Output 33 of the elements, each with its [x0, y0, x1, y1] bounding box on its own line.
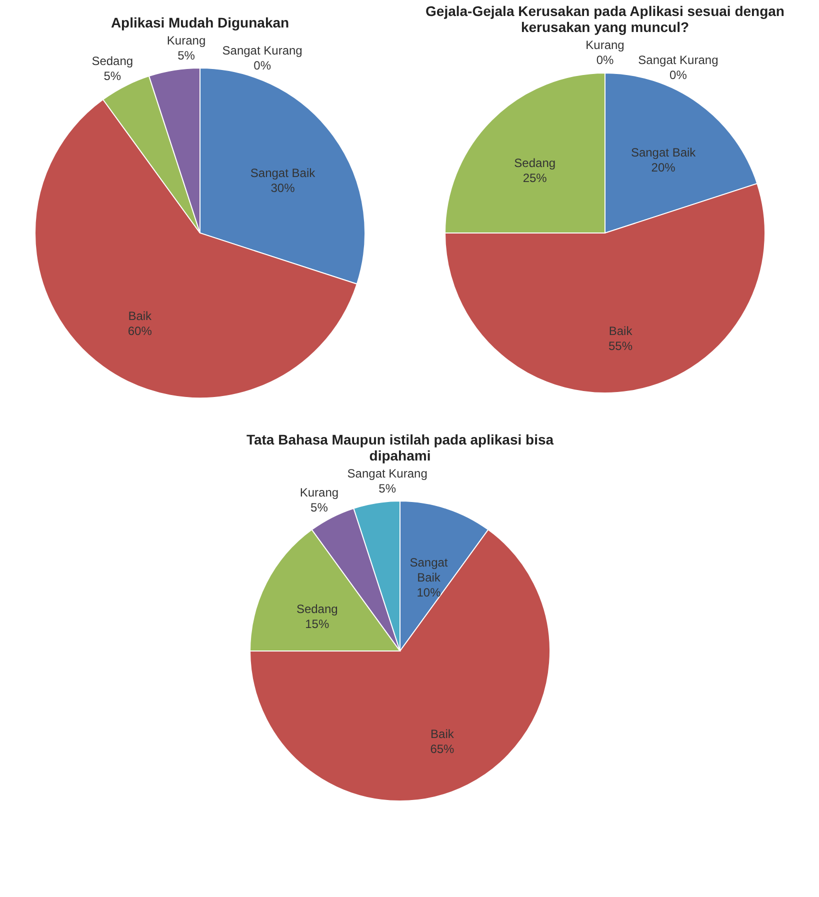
data-label: 5%: [104, 69, 122, 84]
category-label: Kurang: [586, 38, 624, 52]
data-label: 30%: [270, 180, 296, 195]
data-label: 20%: [651, 160, 676, 175]
data-label: 5%: [378, 481, 396, 496]
category-label: Sangat Kurang: [222, 43, 302, 58]
slice-label: Sedang: [514, 156, 556, 170]
category-label: Sangat Kurang: [638, 52, 718, 67]
data-label: 15%: [305, 616, 330, 631]
data-label: 10%: [416, 586, 442, 600]
slice-label: Sangat Baik: [250, 166, 316, 180]
slice-label: Sedang: [92, 54, 134, 68]
slice-label: Baik: [430, 726, 455, 741]
data-label: 25%: [522, 170, 548, 185]
slice-label: Kurang: [166, 33, 206, 48]
slice-label: Sedang: [296, 602, 338, 616]
text: 0%: [254, 58, 271, 72]
data-label: 5%: [178, 48, 196, 62]
chart-title: Tata Bahasa Maupun istilah pada aplikasi bisa dipahami: [246, 431, 554, 464]
text: 0%: [596, 53, 614, 67]
slice-label: Sangat Baik: [410, 556, 448, 585]
data-label: 60%: [128, 324, 152, 338]
data-label: 65%: [430, 742, 455, 756]
slice-label: Kurang: [300, 485, 339, 500]
slice-label: Sangat Baik: [630, 146, 697, 160]
data-label: 55%: [608, 338, 633, 353]
slice-label: Baik: [128, 308, 153, 323]
text: 0%: [670, 68, 687, 82]
slice-label: Sangat Kurang: [347, 466, 428, 480]
slice-label: Baik: [608, 324, 634, 338]
data-label: 5%: [310, 500, 328, 514]
chart-title: Gejala-Gejala Kerusakan pada Aplikasi sesuai dengan kerusakan yang muncul?: [426, 3, 784, 35]
chart-title: Aplikasi Mudah Digunakan: [110, 14, 290, 30]
